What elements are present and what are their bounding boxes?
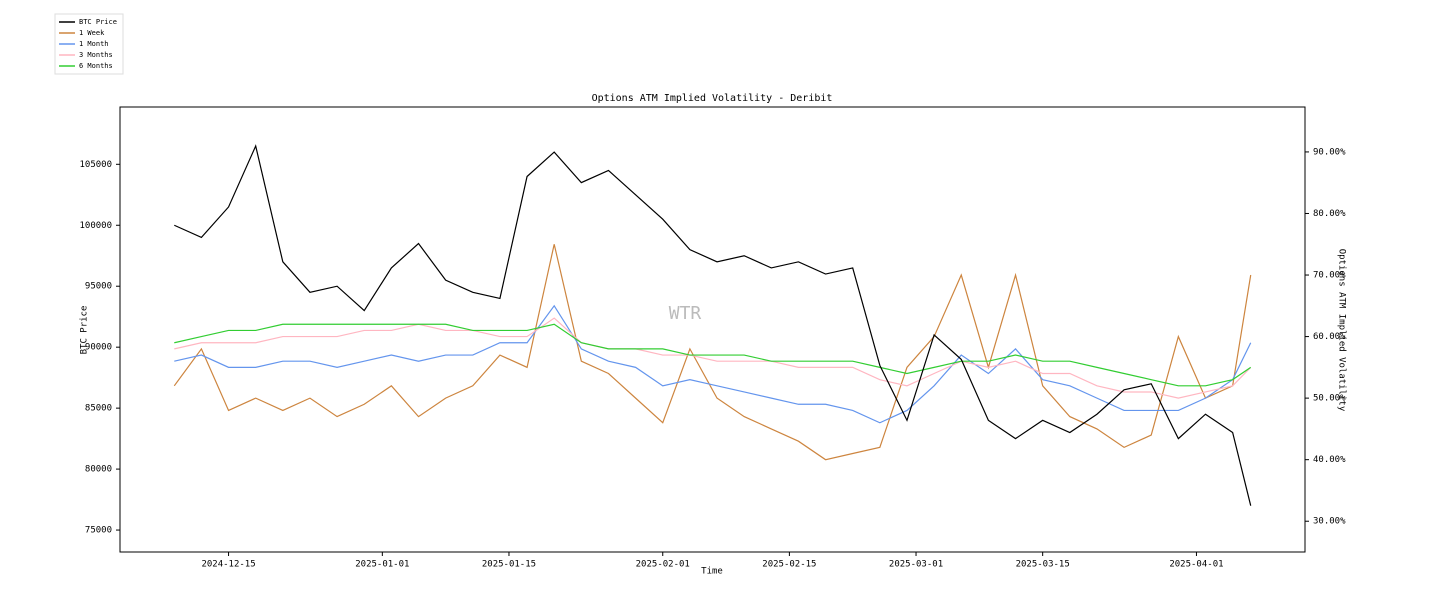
legend-label: 6 Months — [79, 62, 113, 70]
legend-label: 1 Week — [79, 29, 105, 37]
x-tick-label: 2025-03-15 — [1016, 560, 1070, 570]
y2-tick-label: 80.00% — [1313, 209, 1346, 219]
x-tick-label: 2025-03-01 — [889, 560, 943, 570]
y-axis-label: BTC Price — [80, 306, 90, 355]
y2-tick-label: 30.00% — [1313, 517, 1346, 527]
y-tick-label: 100000 — [79, 221, 112, 231]
y2-tick-label: 50.00% — [1313, 394, 1346, 404]
series-line — [173, 244, 1252, 461]
x-tick-label: 2025-02-01 — [636, 560, 690, 570]
series-line — [174, 323, 1252, 387]
x-tick-label: 2025-04-01 — [1169, 560, 1223, 570]
x-tick-label: 2025-02-15 — [762, 560, 816, 570]
legend-label: 1 Month — [79, 40, 109, 48]
x-tick-label: 2024-12-15 — [201, 560, 255, 570]
series-line — [174, 304, 1252, 424]
legend-label: 3 Months — [79, 51, 113, 59]
y2-tick-label: 60.00% — [1313, 332, 1346, 342]
y-tick-label: 80000 — [85, 465, 112, 475]
legend-label: BTC Price — [79, 18, 117, 26]
series-line — [174, 317, 1252, 399]
chart-title: Options ATM Implied Volatility - Deribit — [592, 93, 833, 104]
y2-tick-label: 70.00% — [1313, 271, 1346, 281]
y2-axis-label: Options ATM Implied Volatility — [1337, 249, 1347, 412]
y2-tick-label: 90.00% — [1313, 147, 1346, 157]
x-tick-label: 2025-01-15 — [482, 560, 536, 570]
y-tick-label: 90000 — [85, 343, 112, 353]
y-tick-label: 75000 — [85, 526, 112, 536]
y-tick-label: 95000 — [85, 282, 112, 292]
y-tick-label: 105000 — [79, 160, 112, 170]
watermark: WTR — [669, 303, 702, 324]
plot-frame — [119, 106, 1306, 553]
x-axis-label: Time — [701, 567, 723, 577]
x-tick-label: 2025-01-01 — [355, 560, 409, 570]
y2-tick-label: 40.00% — [1313, 455, 1346, 465]
series-line — [174, 144, 1252, 506]
y-tick-label: 85000 — [85, 404, 112, 414]
